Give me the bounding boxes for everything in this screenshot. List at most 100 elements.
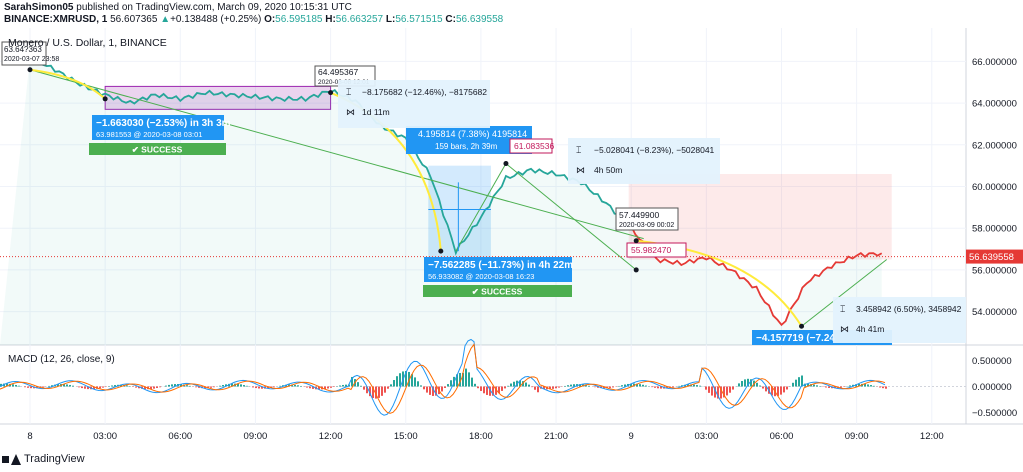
close-value: 56.639558 bbox=[455, 14, 504, 25]
x-tick-label: 06:00 bbox=[770, 431, 794, 442]
annotation-text: 63.981553 @ 2020-03-08 03:01 bbox=[96, 130, 202, 139]
macd-histogram-bar bbox=[396, 376, 398, 387]
leg-line bbox=[505, 163, 637, 271]
macd-histogram-bar bbox=[240, 384, 242, 387]
annotation-box bbox=[833, 297, 966, 343]
macd-histogram-bar bbox=[750, 379, 752, 387]
anchor-point bbox=[438, 248, 444, 254]
macd-histogram-bar bbox=[408, 371, 410, 387]
macd-histogram-bar bbox=[618, 385, 620, 387]
macd-histogram-bar bbox=[786, 386, 788, 390]
macd-histogram-bar bbox=[318, 386, 320, 390]
macd-histogram-bar bbox=[762, 386, 764, 389]
annotation-text: ✔ SUCCESS bbox=[472, 287, 523, 297]
macd-histogram-bar bbox=[651, 386, 653, 388]
macd-histogram-bar bbox=[717, 386, 719, 399]
annotation-text: ⌶ bbox=[840, 304, 845, 314]
macd-histogram-bar bbox=[666, 386, 668, 389]
annotation-box bbox=[509, 138, 553, 154]
macd-histogram-bar bbox=[807, 383, 809, 387]
macd-histogram-bar bbox=[78, 386, 80, 388]
macd-histogram-bar bbox=[24, 386, 26, 388]
macd-histogram-bar bbox=[48, 385, 50, 387]
macd-histogram-bar bbox=[882, 386, 884, 389]
macd-histogram-bar bbox=[501, 386, 503, 391]
macd-histogram-bar bbox=[87, 386, 89, 390]
y-tick-label: 66.000000 bbox=[972, 57, 1017, 68]
macd-histogram-bar bbox=[219, 385, 221, 387]
macd-histogram-bar bbox=[372, 386, 374, 399]
macd-histogram-bar bbox=[816, 385, 818, 387]
macd-histogram-bar bbox=[417, 381, 419, 387]
annotation-box bbox=[1, 41, 47, 66]
macd-histogram-bar bbox=[102, 386, 104, 388]
macd-histogram-bar bbox=[42, 386, 44, 388]
last-price: 56.607365 bbox=[110, 14, 158, 25]
macd-histogram-bar bbox=[213, 386, 215, 388]
macd-histogram-bar bbox=[126, 385, 128, 387]
annotation-box bbox=[615, 207, 679, 231]
macd-histogram-bar bbox=[612, 386, 614, 388]
macd-histogram-bar bbox=[504, 386, 506, 389]
y-tick-label: 60.000000 bbox=[972, 182, 1017, 193]
x-tick-label: 03:00 bbox=[93, 431, 117, 442]
macd-histogram-bar bbox=[747, 378, 749, 387]
annotation-text: ✔ SUCCESS bbox=[132, 145, 183, 155]
annotation-text: −5.028041 (−8.23%), −5028041 bbox=[594, 145, 715, 155]
macd-histogram-bar bbox=[645, 385, 647, 387]
chart-title: Monero / U.S. Dollar, 1, BINANCE bbox=[8, 37, 167, 49]
macd-histogram-bar bbox=[549, 386, 551, 390]
macd-histogram-bar bbox=[246, 385, 248, 387]
macd-histogram-bar bbox=[348, 384, 350, 387]
annotation-box bbox=[424, 257, 572, 282]
publisher-name[interactable]: SarahSimon05 bbox=[4, 2, 74, 13]
symbol-line: BINANCE:XMRUSD, 1 56.607365 ▲+0.138488 (… bbox=[4, 14, 503, 26]
annotation-text: 4h 50m bbox=[594, 165, 622, 175]
macd-histogram-bar bbox=[306, 386, 308, 388]
macd-histogram-bar bbox=[237, 383, 239, 387]
macd-histogram-bar bbox=[459, 372, 461, 387]
x-tick-label: 15:00 bbox=[394, 431, 418, 442]
macd-histogram-bar bbox=[495, 386, 497, 395]
macd-histogram-bar bbox=[6, 383, 8, 387]
macd-histogram-bar bbox=[195, 386, 197, 388]
annotation-text: 3.458942 (6.50%), 3458942 bbox=[856, 304, 962, 314]
macd-histogram-bar bbox=[222, 384, 224, 387]
leg-line bbox=[801, 259, 888, 327]
y-tick-label: 64.000000 bbox=[972, 99, 1017, 110]
price-chart[interactable]: 56.639558 66.000000 64.000000 62.000000 60.… bbox=[0, 28, 1023, 452]
macd-histogram-bar bbox=[870, 385, 872, 387]
macd-histogram-bar bbox=[654, 386, 656, 388]
macd-histogram-bar bbox=[588, 385, 590, 387]
macd-histogram-bar bbox=[225, 384, 227, 387]
annotation-text: −1.663030 (−2.53%) in 3h 3m bbox=[96, 118, 231, 129]
annotation-text: 56.933082 @ 2020-03-08 16:23 bbox=[428, 272, 534, 281]
macd-histogram-bar bbox=[879, 386, 881, 388]
x-tick-label: 06:00 bbox=[168, 431, 192, 442]
annotation-text: ⋈ bbox=[346, 107, 355, 117]
macd-histogram-bar bbox=[99, 386, 101, 389]
macd-histogram-bar bbox=[714, 386, 716, 398]
macd-histogram-bar bbox=[381, 386, 383, 396]
anchor-point bbox=[328, 90, 334, 96]
macd-histogram-bar bbox=[744, 379, 746, 387]
macd-histogram-bar bbox=[231, 383, 233, 387]
low-value: 56.571515 bbox=[395, 14, 443, 25]
macd-histogram-bar bbox=[378, 386, 380, 398]
macd-tick-label: 0.500000 bbox=[972, 356, 1012, 367]
macd-histogram-bar bbox=[273, 386, 275, 388]
macd-histogram-bar bbox=[840, 386, 842, 388]
macd-histogram-bar bbox=[801, 375, 803, 387]
macd-histogram-bar bbox=[780, 386, 782, 395]
macd-histogram-bar bbox=[513, 381, 515, 387]
price-change: +0.138488 (+0.25%) bbox=[170, 14, 262, 25]
macd-histogram-bar bbox=[597, 386, 599, 388]
annotation-text: −7.562285 (−11.73%) in 4h 22m bbox=[428, 260, 573, 271]
x-tick-label: 09:00 bbox=[244, 431, 268, 442]
macd-histogram-bar bbox=[798, 377, 800, 387]
macd-histogram-bar bbox=[447, 384, 449, 387]
macd-histogram-bar bbox=[696, 385, 698, 387]
trend-line bbox=[29, 69, 644, 240]
macd-histogram-bar bbox=[558, 386, 560, 388]
brand-name: TradingView bbox=[24, 453, 85, 465]
